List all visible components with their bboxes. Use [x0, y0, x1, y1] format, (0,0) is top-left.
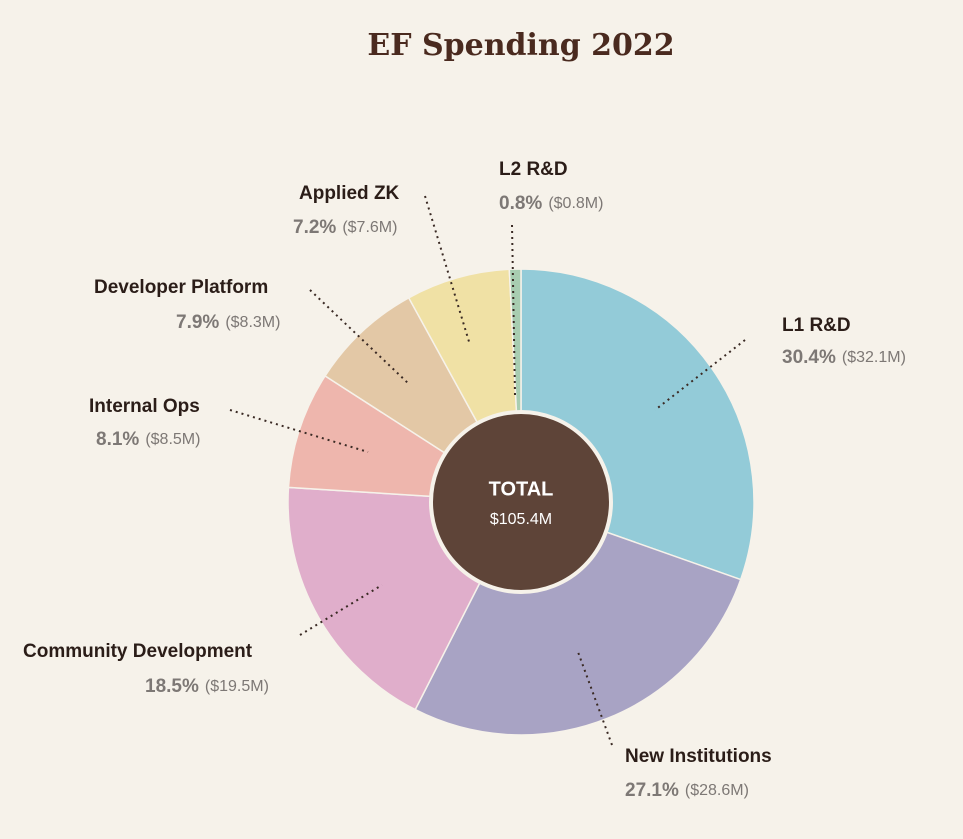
- value-label: 7.9%: [176, 312, 219, 333]
- value-label: 8.1%: [96, 429, 139, 450]
- leader-line: [511, 224, 516, 396]
- slice-label: Community Development: [23, 641, 253, 662]
- slice-value: 0.8% ($0.8M): [499, 193, 603, 214]
- slice-value: 30.4% ($32.1M): [782, 347, 906, 368]
- value-label: 27.1%: [625, 780, 679, 801]
- value-label: 7.2%: [293, 217, 336, 238]
- leader-line: [424, 195, 471, 346]
- amount-label: ($8.5M): [145, 431, 200, 448]
- leader-line: [309, 289, 411, 386]
- amount-label: ($0.8M): [548, 195, 603, 212]
- value-label: 30.4%: [782, 347, 836, 368]
- value-label: 18.5%: [145, 676, 199, 697]
- amount-label: ($7.6M): [342, 219, 397, 236]
- slice-value: 18.5% ($19.5M): [145, 676, 269, 697]
- leader-line: [577, 651, 613, 746]
- amount-label: ($28.6M): [685, 782, 749, 799]
- amount-label: ($19.5M): [205, 678, 269, 695]
- slice-value: 8.1% ($8.5M): [96, 429, 200, 450]
- slice-label: L2 R&D: [499, 159, 568, 180]
- leader-line: [229, 409, 369, 453]
- amount-label: ($32.1M): [842, 349, 906, 366]
- slice-value: 27.1% ($28.6M): [625, 780, 749, 801]
- leader-line: [654, 339, 746, 411]
- slice-value: 7.9% ($8.3M): [176, 312, 280, 333]
- chart-title: EF Spending 2022: [367, 28, 674, 63]
- slice-label: New Institutions: [625, 746, 772, 767]
- value-label: 0.8%: [499, 193, 542, 214]
- center-value: $105.4M: [490, 511, 552, 528]
- slice-label: L1 R&D: [782, 315, 851, 336]
- center-disc: [429, 410, 613, 594]
- slice-label: Internal Ops: [89, 396, 200, 417]
- leader-line: [299, 584, 383, 636]
- slice-label: Applied ZK: [299, 183, 400, 204]
- amount-label: ($8.3M): [225, 314, 280, 331]
- slice-label: Developer Platform: [94, 277, 268, 298]
- slice-value: 7.2% ($7.6M): [293, 217, 397, 238]
- center-title: TOTAL: [489, 478, 554, 500]
